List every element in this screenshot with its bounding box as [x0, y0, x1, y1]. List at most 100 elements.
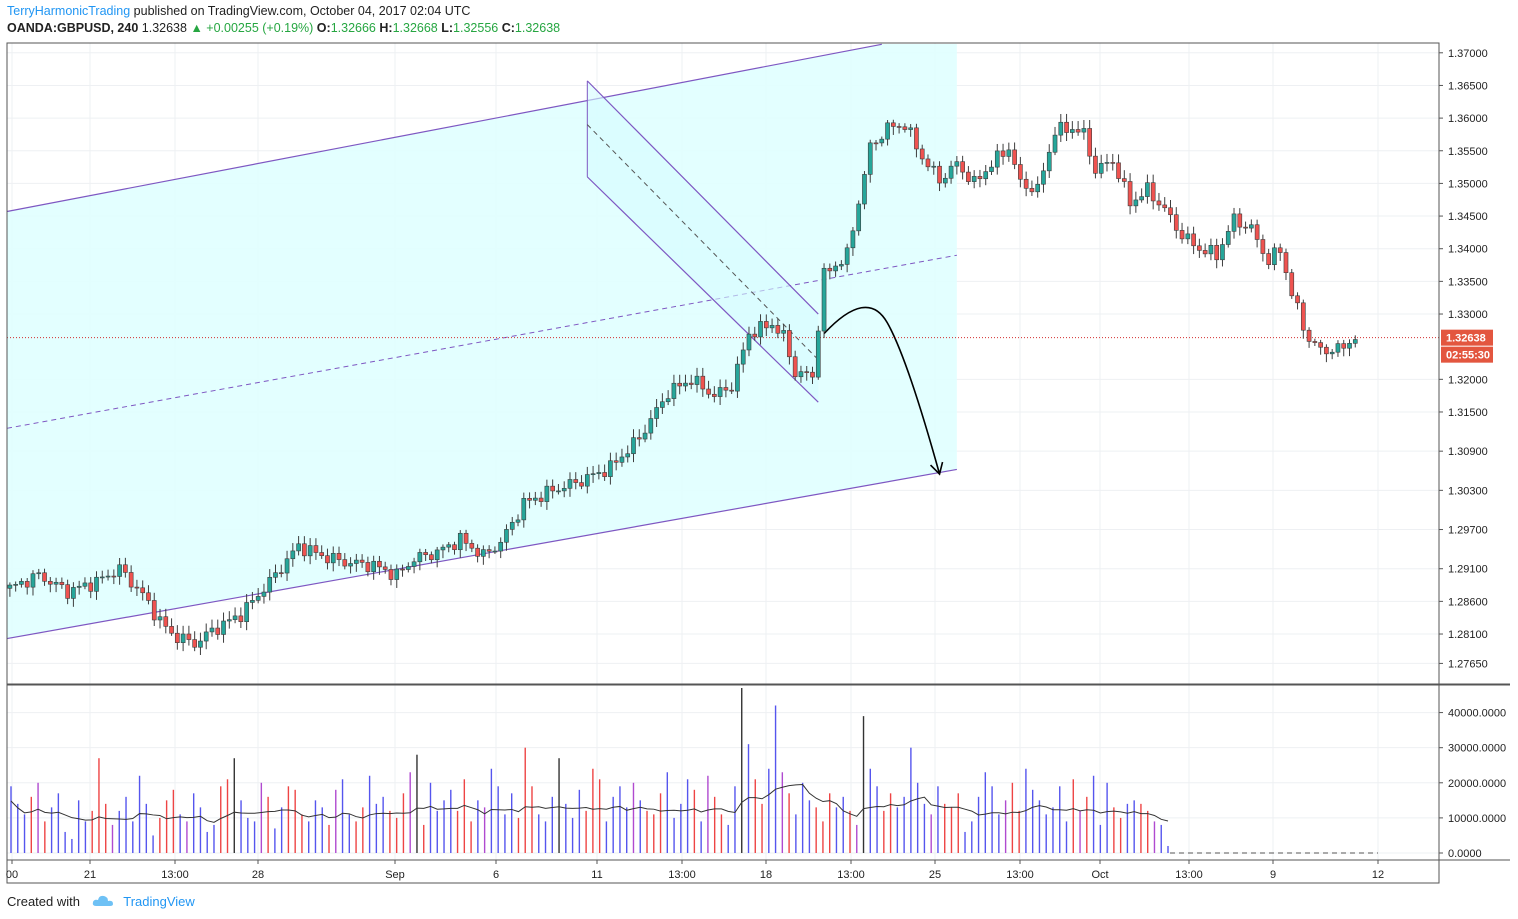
candle-body	[1335, 343, 1341, 353]
x-tick-label: 13:00	[1175, 869, 1203, 881]
candle	[1249, 219, 1254, 233]
candle	[1121, 170, 1127, 188]
candle	[1018, 156, 1023, 188]
candle-body	[608, 460, 613, 477]
candle	[648, 410, 654, 440]
candle-body	[1070, 129, 1075, 133]
candle	[792, 350, 798, 381]
candle	[654, 399, 659, 428]
candle-body	[53, 581, 59, 585]
candle	[128, 565, 134, 592]
tradingview-brand[interactable]: TradingView	[123, 894, 195, 909]
candle	[1098, 154, 1104, 179]
candle-body	[867, 142, 873, 175]
candle	[47, 577, 53, 593]
candle-body	[1127, 181, 1133, 207]
volume-ma-line	[10, 784, 1169, 823]
candle-body	[983, 171, 989, 180]
candle	[1064, 113, 1069, 142]
candle	[931, 161, 937, 175]
candle-body	[821, 267, 827, 332]
candle-body	[359, 559, 365, 563]
candle-body	[1243, 226, 1248, 229]
candle-body	[65, 584, 70, 599]
candle-body	[550, 485, 555, 492]
published-text: published on TradingView.com, October 04…	[133, 4, 471, 18]
channel-upper-line	[6, 43, 882, 213]
candle-body	[1075, 129, 1081, 133]
candle	[1058, 113, 1064, 142]
x-tick-label: 13:00	[161, 869, 189, 881]
x-tick-label: 21	[84, 869, 96, 881]
candle-body	[729, 389, 734, 392]
candle	[556, 484, 561, 495]
chart-header: TerryHarmonicTrading published on Tradin…	[7, 3, 560, 37]
candle-body	[13, 584, 18, 586]
candle-body	[746, 333, 752, 351]
candle-body	[1133, 199, 1139, 207]
tick-labels: 1.37000 1.36500 1.36000 1.35500 1.35000 1.345…	[6, 48, 1506, 881]
candle	[1081, 120, 1087, 140]
candle	[123, 557, 128, 578]
candle-body	[1121, 178, 1127, 182]
candle	[844, 243, 850, 273]
candle	[7, 582, 13, 597]
candle	[1133, 191, 1139, 213]
candle	[971, 170, 977, 189]
candle	[1000, 143, 1006, 165]
y-tick-label: 1.36500	[1448, 80, 1488, 92]
candle-body	[354, 559, 359, 564]
candle	[775, 318, 781, 339]
candle-body	[192, 639, 197, 648]
candle	[146, 585, 151, 605]
candle	[42, 568, 47, 586]
candle-body	[71, 587, 76, 599]
candle-body	[948, 165, 954, 179]
candle	[24, 578, 30, 595]
candle-body	[157, 616, 163, 621]
candle	[596, 464, 602, 480]
author-link[interactable]: TerryHarmonicTrading	[7, 4, 131, 18]
candle-body	[752, 333, 758, 338]
candle	[59, 577, 65, 589]
candle-body	[862, 174, 867, 205]
candle-body	[1029, 188, 1035, 193]
candle-body	[226, 619, 232, 622]
candle-body	[717, 387, 723, 397]
y-tick-label: 1.35000	[1448, 178, 1488, 190]
candle	[665, 390, 671, 406]
candle	[1052, 126, 1058, 156]
candle	[538, 491, 544, 507]
candle	[434, 546, 440, 568]
candle-body	[400, 568, 405, 571]
candle-body	[76, 585, 82, 588]
candle	[1324, 344, 1329, 363]
candle-body	[815, 330, 821, 378]
candle-body	[567, 479, 573, 489]
candle-body	[1202, 250, 1208, 255]
candle	[1295, 292, 1300, 310]
candle-body	[348, 563, 353, 567]
candle	[746, 326, 752, 357]
y-tick-label: 1.32000	[1448, 374, 1488, 386]
candle-body	[856, 203, 862, 232]
candle	[492, 546, 498, 554]
candle-body	[336, 553, 342, 560]
candle-body	[596, 472, 602, 475]
candle	[1347, 339, 1352, 357]
candle-body	[1052, 134, 1058, 153]
candle-body	[1312, 341, 1318, 343]
candle	[186, 625, 192, 646]
candle	[1029, 180, 1035, 196]
candle-body	[1012, 149, 1017, 165]
candle	[1283, 248, 1289, 281]
candle-body	[521, 498, 527, 521]
candle-body	[244, 602, 249, 623]
candle-body	[579, 482, 584, 487]
candle	[1150, 174, 1156, 210]
candle-body	[1023, 178, 1029, 189]
candle-body	[1231, 213, 1237, 232]
candle-body	[891, 122, 896, 127]
candle	[763, 314, 769, 337]
